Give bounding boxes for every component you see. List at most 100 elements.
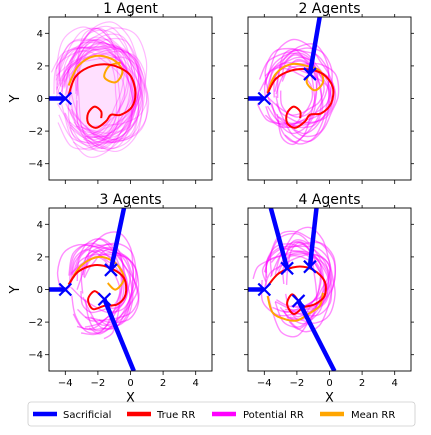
sacrificial-path xyxy=(307,208,319,267)
sacrificial-path xyxy=(296,299,337,371)
potential-rr-line xyxy=(268,60,318,143)
potential-rr-line xyxy=(279,54,325,116)
y-axis-label: Y xyxy=(8,285,23,294)
potential-rr-line xyxy=(69,45,137,140)
x-tick-label: −4 xyxy=(257,378,272,389)
agent-marker xyxy=(291,294,306,308)
y-tick-label: −2 xyxy=(28,318,43,329)
potential-rr-line xyxy=(269,226,336,324)
potential-rr-line xyxy=(70,231,134,328)
mean-rr-line xyxy=(266,292,324,322)
potential-rr-line xyxy=(266,52,324,129)
potential-rr-line xyxy=(55,43,134,150)
true-rr-line xyxy=(266,67,335,129)
potential-rr-line xyxy=(64,50,146,143)
potential-rr-line xyxy=(61,48,141,142)
mean-rr-line xyxy=(67,255,126,291)
potential-rr-line xyxy=(270,241,337,333)
agent-marker xyxy=(58,91,73,106)
potential-rr-line xyxy=(285,241,326,330)
potential-rr-line xyxy=(60,56,144,139)
sacrificial-path xyxy=(102,298,136,371)
y-axis-label: Y xyxy=(8,94,23,103)
potential-rr-line xyxy=(55,27,134,138)
potential-rr-line xyxy=(56,27,148,153)
sacrificial-path xyxy=(108,208,127,271)
potential-rr-line xyxy=(269,230,336,328)
potential-rr-line xyxy=(76,242,137,330)
agent-marker xyxy=(303,259,317,274)
potential-rr-line xyxy=(58,29,148,144)
y-tick-label: 0 xyxy=(37,285,43,296)
potential-rr-line xyxy=(85,238,133,335)
agent-marker xyxy=(303,67,317,81)
x-tick-label: 0 xyxy=(326,378,332,389)
legend-label: Sacrificial xyxy=(63,410,111,421)
potential-rr-line xyxy=(256,52,333,125)
legend-label: True RR xyxy=(156,410,195,421)
plot-area xyxy=(248,208,337,371)
y-tick-label: −2 xyxy=(28,127,43,138)
potential-rr-line xyxy=(68,242,140,335)
y-tick-label: 4 xyxy=(37,29,43,40)
agent-marker xyxy=(58,282,73,297)
panel-title: 4 Agents xyxy=(298,192,360,208)
potential-rr-line xyxy=(74,39,143,150)
x-axis-label: X xyxy=(126,391,135,406)
legend-label: Mean RR xyxy=(351,410,395,421)
potential-rr-line xyxy=(264,47,330,135)
potential-rr-line xyxy=(261,252,331,308)
x-tick-label: 4 xyxy=(193,378,199,389)
potential-rr-line xyxy=(275,58,316,124)
panel-title: 1 Agent xyxy=(103,1,158,17)
potential-rr-line xyxy=(67,38,140,147)
potential-rr-line xyxy=(264,38,337,129)
agent-marker xyxy=(104,263,118,277)
y-tick-label: 2 xyxy=(37,252,43,263)
mean-rr-line xyxy=(266,62,325,93)
true-rr-line xyxy=(266,265,327,315)
true-rr-line xyxy=(67,263,128,311)
agent-marker xyxy=(280,261,294,276)
potential-rr-line xyxy=(55,26,139,150)
panel-3: 3 Agents −4 −2 0 2 4 −4 −2 0 2 4 X Y xyxy=(8,192,215,406)
potential-rr-line xyxy=(258,47,333,145)
agent-marker xyxy=(257,282,272,297)
potential-rr-line xyxy=(56,46,133,151)
potential-rr-line xyxy=(83,248,128,309)
true-rr-line xyxy=(67,63,137,129)
potential-rr-line xyxy=(276,241,318,325)
agent-marker xyxy=(97,292,112,307)
potential-rr-line xyxy=(82,249,123,332)
potential-rr-line xyxy=(56,243,131,336)
x-tick-label: −4 xyxy=(58,378,73,389)
potential-rr-line xyxy=(64,33,144,140)
sacrificial-path xyxy=(307,17,322,75)
y-tick-label: 2 xyxy=(37,61,43,72)
potential-rr-line xyxy=(75,36,142,150)
plot-area xyxy=(49,21,150,158)
potential-rr-line xyxy=(264,56,319,118)
potential-rr-line xyxy=(58,38,141,145)
potential-rr-line xyxy=(67,41,128,143)
potential-rr-line xyxy=(61,21,150,142)
potential-rr-line xyxy=(61,27,121,141)
potential-rr-line xyxy=(63,37,140,144)
potential-rr-line xyxy=(58,25,140,149)
x-tick-label: 2 xyxy=(160,378,166,389)
plot-area xyxy=(248,17,340,146)
potential-rr-line xyxy=(76,27,132,150)
potential-rr-line xyxy=(76,48,144,146)
legend: Sacrificial True RR Potential RR Mean RR xyxy=(27,401,416,427)
sacrificial-path xyxy=(268,208,290,269)
x-axis-label: X xyxy=(325,391,334,406)
potential-rr-line xyxy=(272,67,314,129)
x-tick-label: −2 xyxy=(290,378,305,389)
panel-4: 4 Agents −4 −2 0 2 4 X xyxy=(244,192,414,406)
y-tick-label: 4 xyxy=(37,220,43,231)
potential-rr-shade xyxy=(65,52,138,135)
y-tick-label: −4 xyxy=(28,159,43,170)
